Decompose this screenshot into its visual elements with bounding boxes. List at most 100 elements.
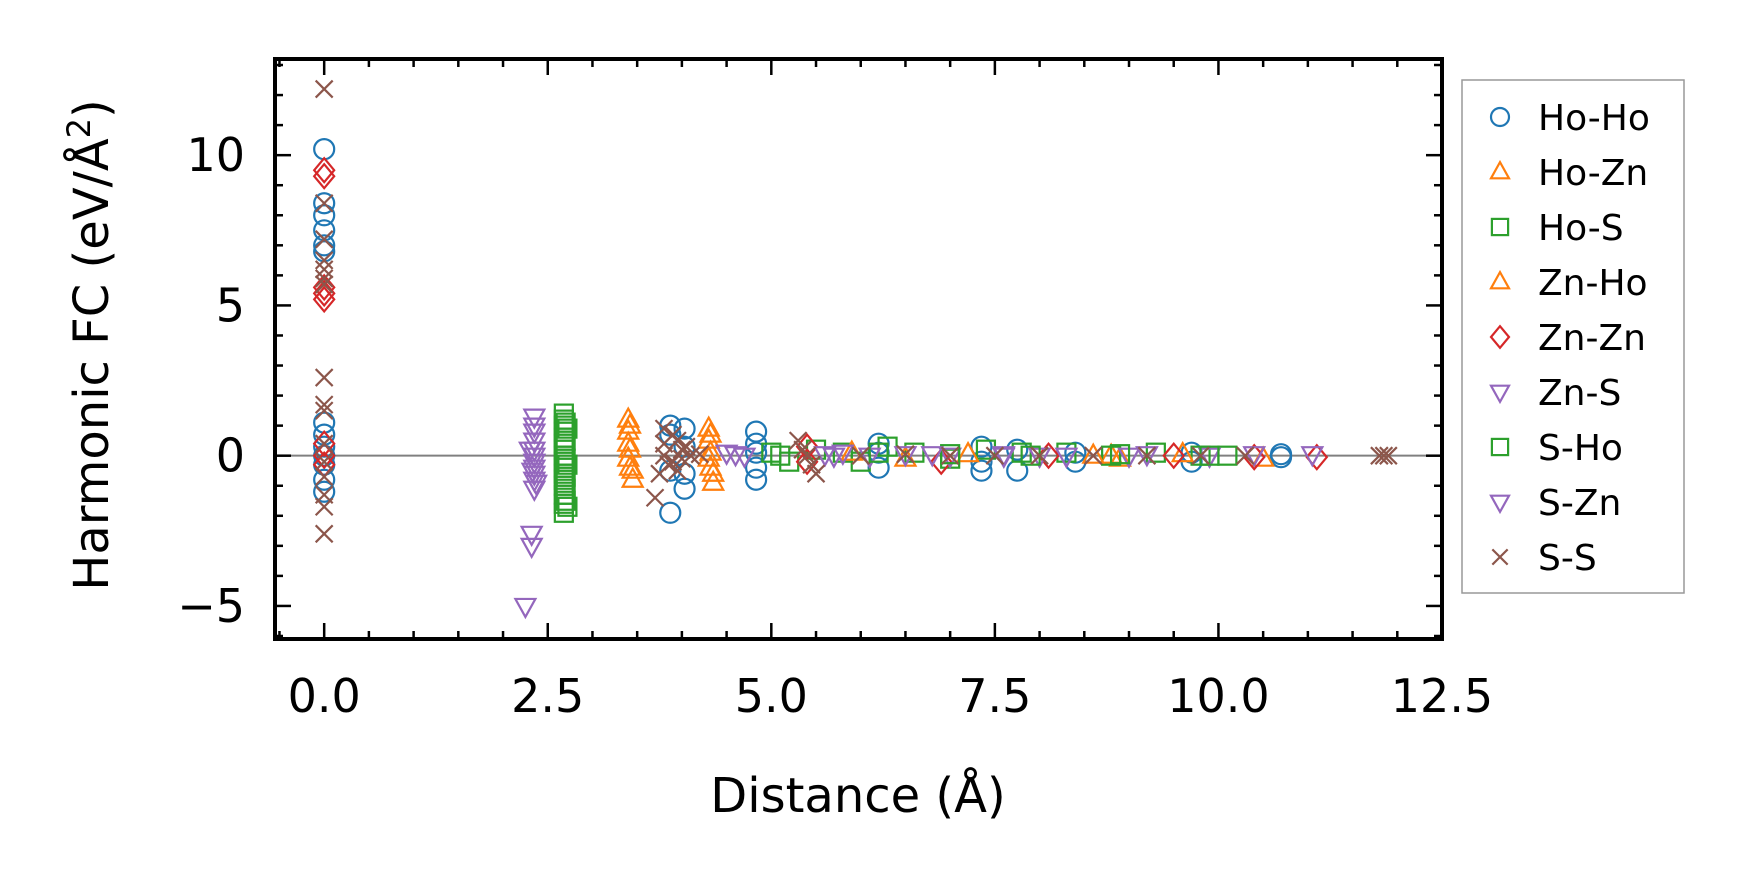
data-point [1081,442,1106,464]
data-point [313,411,336,434]
legend-marker [1489,269,1511,290]
legend-entry: Zn-S [1489,373,1621,414]
data-point [677,437,696,456]
data-point [1030,446,1049,465]
y-axis-title-close: ) [64,99,120,118]
data-point [524,474,548,496]
legend-entry: S-Zn [1489,483,1621,524]
data-point [851,446,871,465]
data-point [1170,440,1195,463]
data-point [970,435,993,458]
data-point [517,441,542,463]
data-point [991,447,1016,469]
data-point [312,162,336,190]
data-point [830,444,855,466]
y-axis-title-main: Harmonic FC (eV/Å [63,138,120,591]
data-point [314,368,334,387]
data-point [555,466,576,487]
data-point [313,480,336,503]
data-point [1235,446,1255,465]
data-point [313,234,336,257]
legend-label: Ho-S [1538,208,1624,249]
data-point [690,444,710,464]
data-point [1137,446,1157,465]
y-tick-label: 10 [186,128,245,182]
data-point [696,415,721,437]
data-point [654,446,674,465]
data-point [519,537,544,560]
axis-ticks [275,59,1444,639]
data-point [314,275,334,294]
data-point [314,251,334,270]
data-point [797,446,817,465]
data-point [1379,446,1398,465]
y-tick-label: 5 [216,278,245,332]
series-ho-ho [313,138,1293,524]
legend-label: Zn-Zn [1538,318,1646,359]
data-point [314,524,334,544]
data-point [698,439,723,461]
data-point [1109,444,1131,465]
legend-marker [1489,324,1511,350]
data-point [618,412,642,434]
data-point [557,496,578,517]
data-point [312,156,336,184]
data-point [956,440,980,463]
legend-marker [1490,437,1510,457]
x-tick-label: 12.5 [1391,669,1493,723]
x-tick-label: 7.5 [958,669,1031,723]
data-point [618,454,642,476]
data-point [522,417,547,439]
data-point [714,444,739,466]
legend-entry: Ho-Ho [1489,98,1650,139]
series-zn-s [513,408,1325,620]
data-point [1300,446,1325,468]
data-point [314,452,334,471]
data-point [620,466,645,488]
data-point [795,447,819,476]
data-point [1269,446,1293,469]
legend-label: Zn-S [1538,373,1621,414]
data-point [867,456,890,479]
data-point [1370,446,1389,465]
legend-label: S-Zn [1538,483,1621,524]
data-point [1037,441,1060,470]
data-point [1191,446,1210,465]
legend-marker [1489,159,1511,180]
data-point [312,285,336,314]
data-point [313,468,336,491]
plot-frame [273,57,1444,641]
data-point [822,447,846,469]
data-point [970,459,993,482]
data-point [893,446,918,468]
data-point [673,477,696,500]
data-point [668,461,687,480]
data-point [616,406,641,428]
legend-entry: Zn-Zn [1489,318,1646,359]
data-point [701,469,726,491]
data-point [520,462,545,484]
legend-marker [1491,548,1509,566]
data-point [770,445,791,466]
data-point [659,423,682,446]
data-point [745,420,768,443]
legend-label: Ho-Zn [1538,153,1648,194]
data-point [1135,446,1159,468]
data-point [788,431,808,450]
legend-entry: Ho-S [1490,208,1624,249]
data-points [312,79,1398,620]
legend-entry: Ho-Zn [1489,153,1648,194]
y-axis-title: Harmonic FC (eV/Å2) [60,99,120,591]
data-point [1305,443,1329,471]
legend-label: S-S [1538,538,1597,579]
data-point [314,269,334,288]
data-point [745,468,768,491]
legend-label: Zn-Ho [1538,263,1648,304]
data-point [938,447,963,469]
legend-entry: Zn-Ho [1489,263,1648,304]
data-point [616,418,641,440]
data-point [314,497,334,517]
data-point [940,446,960,465]
legend-marker [1489,494,1511,515]
